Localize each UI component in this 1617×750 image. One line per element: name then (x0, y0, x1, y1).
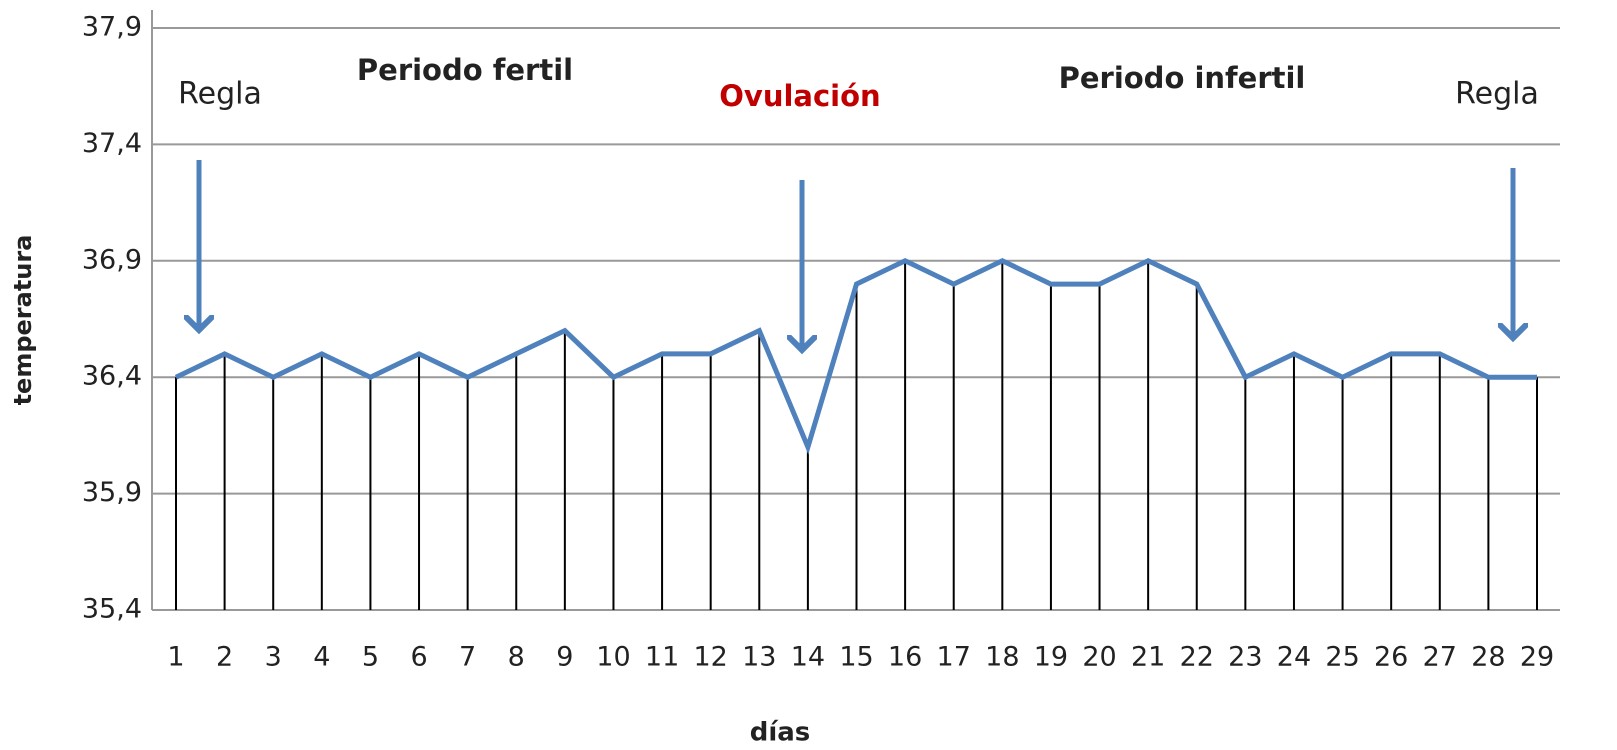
annotation: Ovulación (719, 79, 880, 113)
x-tick-label: 7 (459, 642, 476, 673)
x-tick-label: 18 (985, 642, 1019, 673)
x-tick-label: 17 (937, 642, 971, 673)
x-tick-label: 20 (1082, 642, 1116, 673)
y-tick-label: 35,4 (82, 594, 142, 625)
x-tick-label: 24 (1277, 642, 1311, 673)
x-tick-label: 22 (1180, 642, 1214, 673)
x-tick-label: 8 (508, 642, 525, 673)
x-tick-label: 12 (693, 642, 727, 673)
x-tick-label: 19 (1034, 642, 1068, 673)
x-tick-label: 9 (556, 642, 573, 673)
y-tick-label: 37,9 (82, 12, 142, 43)
x-tick-label: 4 (313, 642, 330, 673)
annotation: Periodo infertil (1059, 61, 1306, 95)
x-tick-label: 25 (1325, 642, 1359, 673)
y-axis-label: temperatura (9, 235, 37, 406)
x-tick-label: 13 (742, 642, 776, 673)
x-tick-label: 2 (216, 642, 233, 673)
annotation: Regla (178, 77, 262, 112)
y-tick-label: 36,4 (82, 361, 142, 392)
annotation: Periodo fertil (357, 53, 573, 87)
x-tick-label: 27 (1423, 642, 1457, 673)
x-tick-label: 21 (1131, 642, 1165, 673)
x-tick-label: 5 (362, 642, 379, 673)
x-tick-label: 6 (410, 642, 427, 673)
x-tick-label: 15 (839, 642, 873, 673)
x-tick-label: 10 (596, 642, 630, 673)
x-tick-label: 3 (265, 642, 282, 673)
y-tick-label: 35,9 (82, 477, 142, 508)
annotation: Regla (1455, 77, 1539, 112)
x-tick-label: 28 (1471, 642, 1505, 673)
y-tick-label: 36,9 (82, 244, 142, 275)
x-tick-label: 14 (791, 642, 825, 673)
x-tick-label: 26 (1374, 642, 1408, 673)
y-tick-label: 37,4 (82, 128, 142, 159)
marks (174, 258, 1538, 610)
x-tick-label: 11 (645, 642, 679, 673)
x-tick-label: 1 (167, 642, 184, 673)
x-tick-label: 23 (1228, 642, 1262, 673)
x-tick-label: 29 (1520, 642, 1554, 673)
x-axis-label: días (750, 718, 811, 748)
line-series (174, 258, 1537, 455)
x-tick-label: 16 (888, 642, 922, 673)
